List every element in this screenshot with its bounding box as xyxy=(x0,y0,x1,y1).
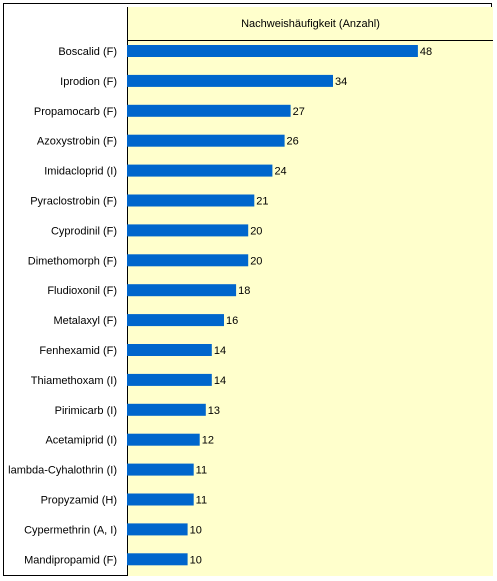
category-label: Iprodion (F) xyxy=(60,76,117,88)
value-label: 26 xyxy=(287,136,299,148)
chart-header: Nachweishäufigkeit (Anzahl) xyxy=(128,7,493,41)
value-label: 12 xyxy=(202,435,214,447)
bar xyxy=(127,134,285,147)
category-label: Thiamethoxam (I) xyxy=(31,375,117,387)
value-label: 21 xyxy=(256,196,268,208)
category-label: Acetamiprid (I) xyxy=(45,435,117,447)
category-label: lambda-Cyhalothrin (I) xyxy=(8,465,117,477)
category-label: Cyprodinil (F) xyxy=(51,225,117,237)
category-label: Propyzamid (H) xyxy=(41,495,117,507)
bar xyxy=(127,224,249,237)
value-label: 48 xyxy=(420,46,432,58)
category-label: Propamocarb (F) xyxy=(34,106,117,118)
bar xyxy=(127,45,418,57)
bar xyxy=(127,344,212,356)
bar xyxy=(127,523,188,536)
value-label: 13 xyxy=(208,405,220,417)
bar xyxy=(127,373,212,386)
bar xyxy=(127,433,200,446)
chart-frame: Nachweishäufigkeit (Anzahl) xyxy=(3,3,493,576)
value-label: 20 xyxy=(250,225,262,237)
bar xyxy=(127,493,194,506)
value-label: 14 xyxy=(214,375,226,387)
value-label: 11 xyxy=(196,495,207,507)
category-label: Pirimicarb (I) xyxy=(55,405,117,417)
bar xyxy=(127,403,206,416)
bar xyxy=(127,194,255,207)
category-label: Azoxystrobin (F) xyxy=(37,136,117,148)
value-label: 34 xyxy=(335,76,347,88)
bar xyxy=(127,164,273,177)
bar xyxy=(127,254,249,267)
value-label: 14 xyxy=(214,345,226,357)
category-label: Metalaxyl (F) xyxy=(53,315,117,327)
value-label: 10 xyxy=(190,524,202,536)
value-label: 18 xyxy=(238,285,250,297)
category-label: Mandipropamid (F) xyxy=(24,554,117,566)
category-label: Imidacloprid (I) xyxy=(44,166,117,178)
bar xyxy=(127,104,291,117)
bar xyxy=(127,284,237,297)
value-label: 10 xyxy=(190,554,202,566)
bar xyxy=(127,553,188,566)
value-label: 24 xyxy=(274,166,286,178)
bar xyxy=(127,314,224,327)
category-label: Cypermethrin (A, I) xyxy=(24,524,117,536)
category-label: Boscalid (F) xyxy=(58,46,117,58)
category-label: Fludioxonil (F) xyxy=(47,285,117,297)
category-label: Fenhexamid (F) xyxy=(39,345,117,357)
value-label: 11 xyxy=(196,465,207,477)
bar xyxy=(127,74,333,87)
bar xyxy=(127,463,194,476)
value-label: 20 xyxy=(250,255,262,267)
category-label: Pyraclostrobin (F) xyxy=(30,196,117,208)
value-label: 16 xyxy=(226,315,238,327)
category-label: Dimethomorph (F) xyxy=(28,255,117,267)
value-label: 27 xyxy=(293,106,305,118)
